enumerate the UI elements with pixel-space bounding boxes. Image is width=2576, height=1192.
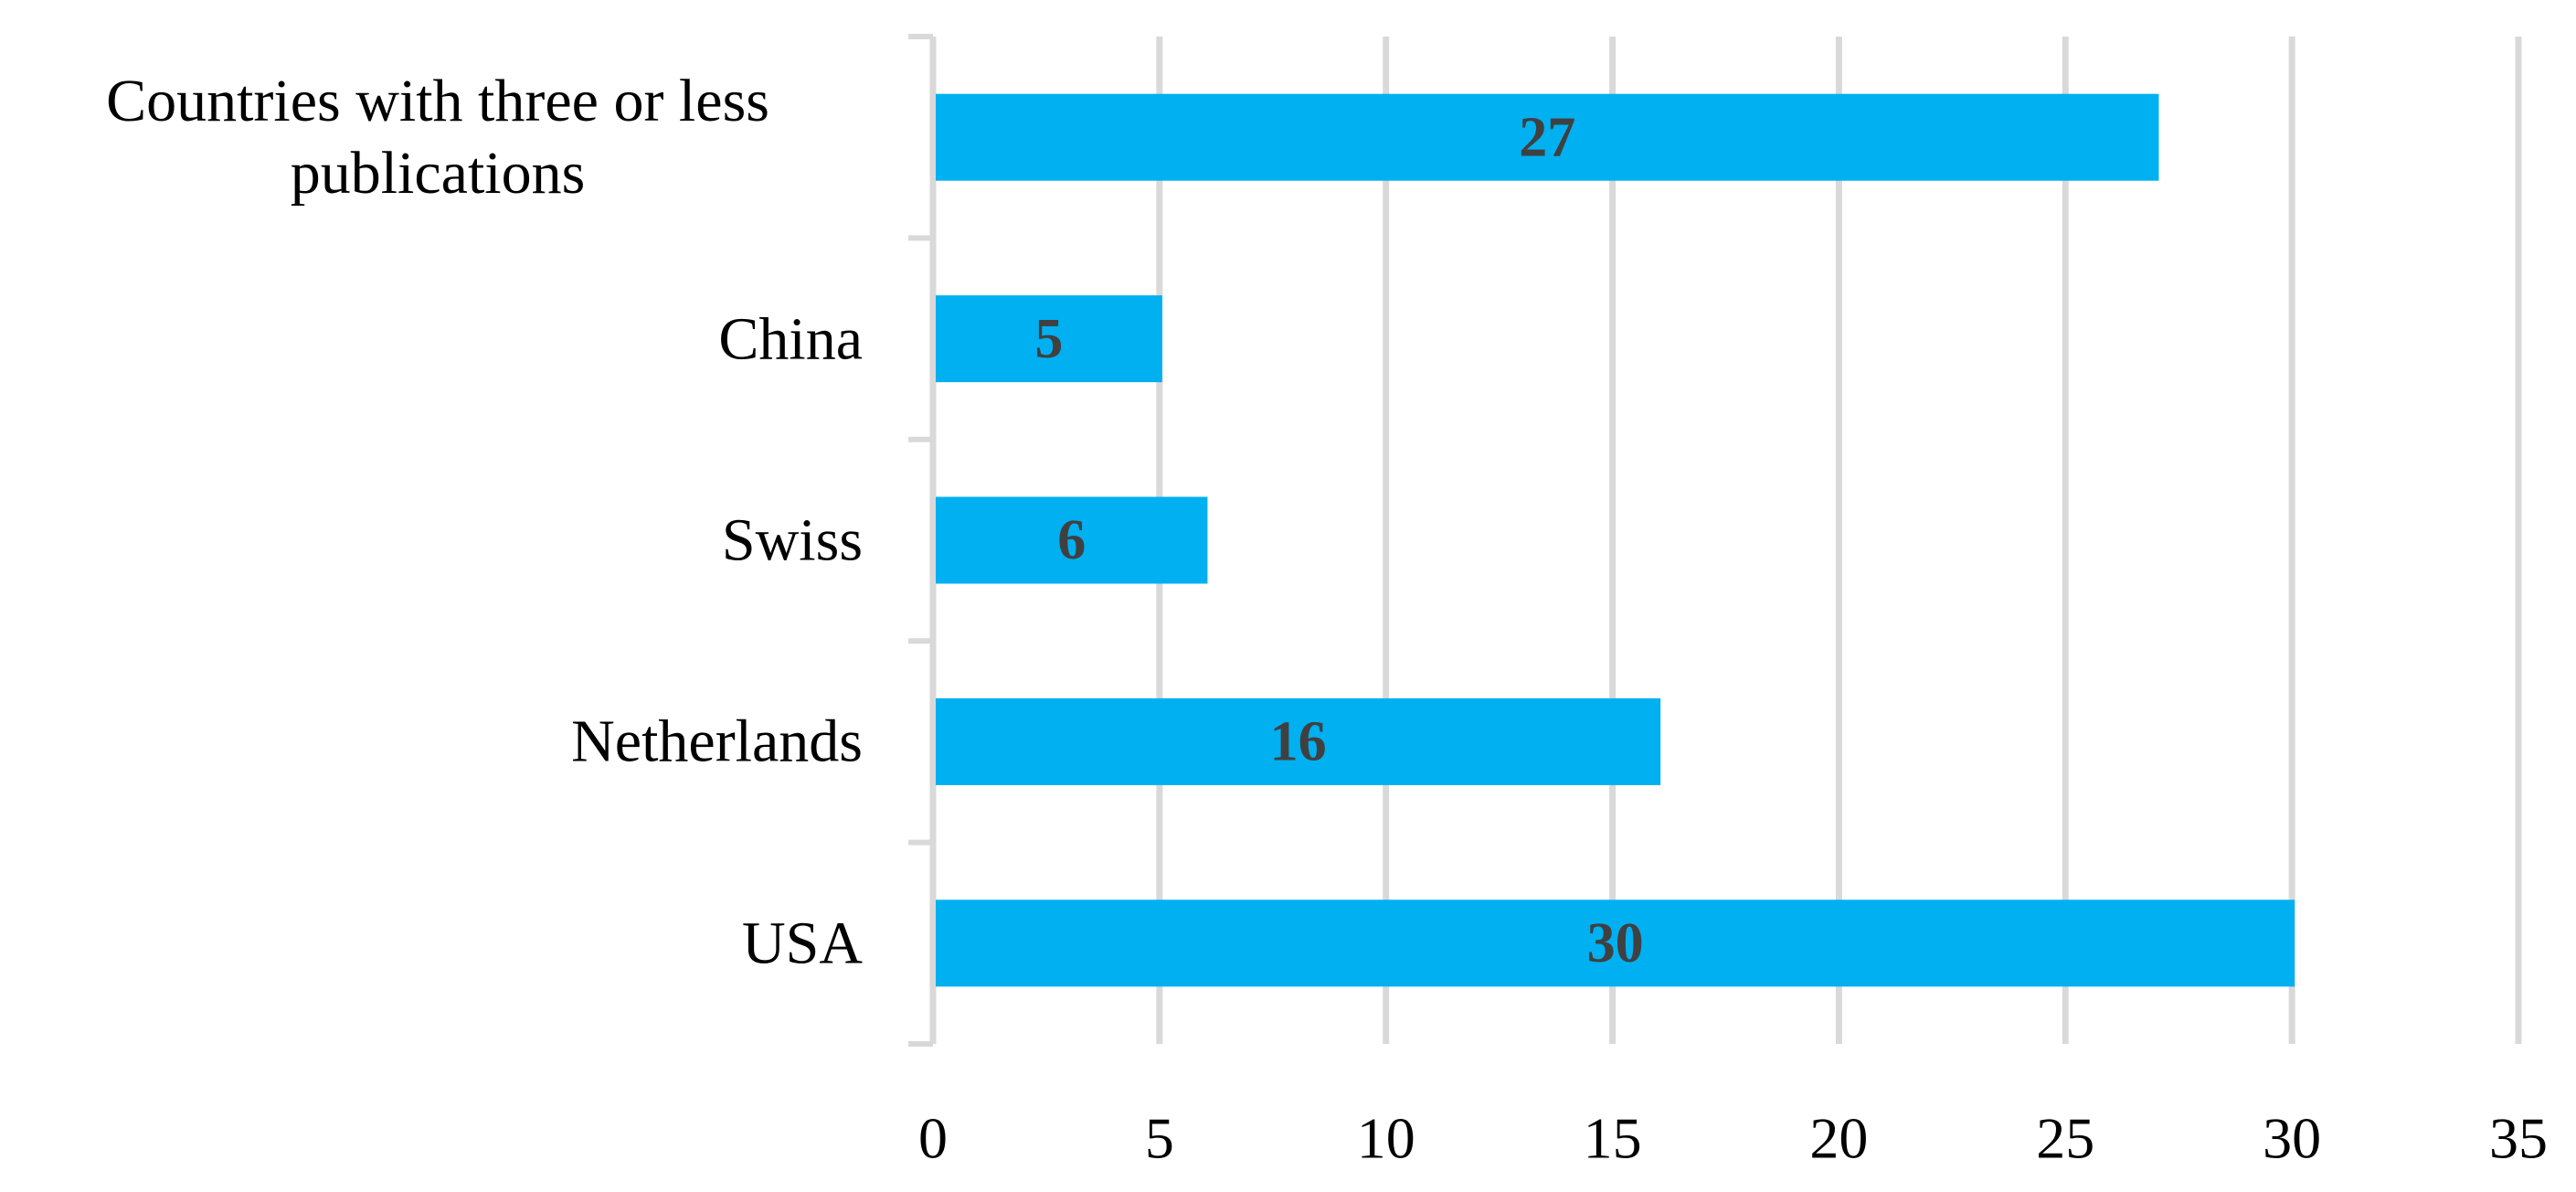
category-label: Swiss [0,504,863,576]
bar [936,295,1162,383]
category-label: Countries with three or less publication… [0,65,863,209]
x-tick-label: 0 [918,1106,948,1171]
category-text: China [718,305,863,372]
x-tick-label: 5 [1145,1106,1174,1171]
x-tick-label: 25 [2036,1106,2094,1171]
x-tick-label: 35 [2489,1106,2548,1171]
bar [936,697,1661,785]
x-tick-label: 20 [1809,1106,1868,1171]
x-tick-label: 15 [1584,1106,1642,1171]
data-label: 27 [1519,106,1575,168]
x-tick-label: 30 [2263,1106,2321,1171]
x-tick-label: 10 [1357,1106,1415,1171]
bar [936,93,2159,181]
category-text: Countries with three or less publication… [106,68,769,208]
category-label: USA [0,907,863,979]
category-text: USA [741,910,863,977]
bar [936,899,2295,987]
data-label: 6 [1057,509,1086,571]
category-text: Swiss [721,506,863,574]
category-label: Netherlands [0,706,863,778]
data-label: 16 [1270,711,1327,773]
bar [936,496,1208,584]
category-label: China [0,303,863,375]
category-text: Netherlands [571,708,863,775]
data-label: 30 [1587,912,1644,974]
data-label: 5 [1034,308,1063,370]
